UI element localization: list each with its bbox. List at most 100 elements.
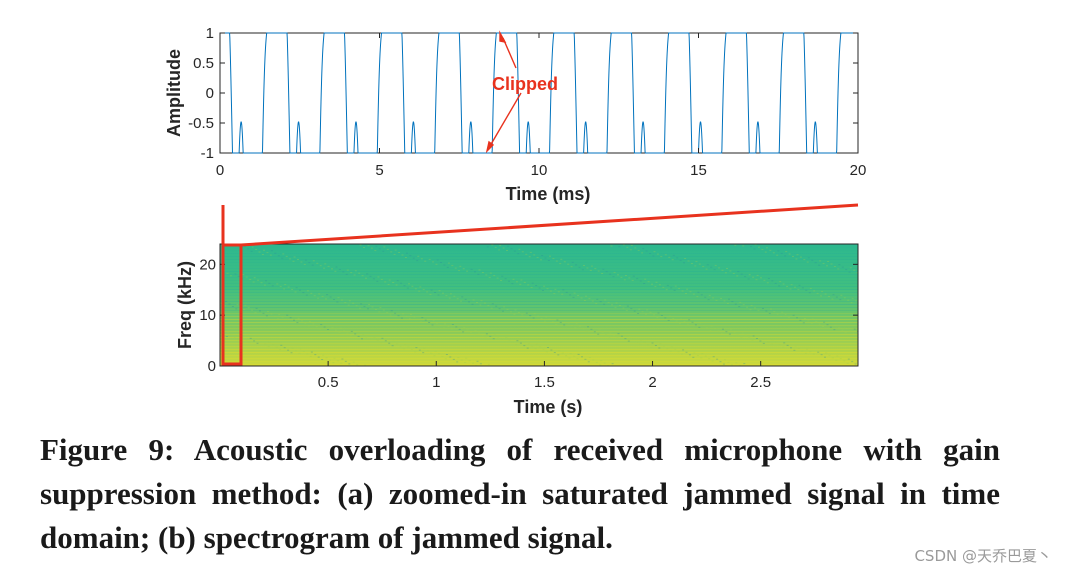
spectrogram-band xyxy=(220,289,858,290)
spectrogram-speckle xyxy=(252,281,255,283)
spectrogram-speckle xyxy=(235,308,238,310)
spectrogram-speckle xyxy=(470,268,473,270)
spectrogram-speckle xyxy=(354,333,357,335)
spectrogram-speckle xyxy=(742,245,745,247)
spectrogram-speckle xyxy=(669,350,672,352)
spectrogram-speckle xyxy=(259,310,261,312)
spectrogram-band xyxy=(220,316,858,317)
spectrogram-speckle xyxy=(280,344,283,346)
spectrogram-speckle xyxy=(451,324,454,325)
spectrogram-speckle xyxy=(583,300,586,301)
spectrogram-speckle xyxy=(451,265,454,267)
spectrogram-speckle xyxy=(261,341,263,342)
spectrogram-speckle xyxy=(811,259,814,261)
spectrogram-speckle xyxy=(468,360,471,362)
spectrogram-speckle xyxy=(764,251,767,253)
spectrogram-speckle xyxy=(434,292,437,293)
spectrogram-speckle xyxy=(705,268,708,270)
spectrogram-speckle xyxy=(320,324,323,326)
spectrogram-speckle xyxy=(570,266,573,268)
spectrogram-speckle xyxy=(646,309,649,311)
spectrogram-speckle xyxy=(410,349,413,350)
spectrogram-speckle xyxy=(374,250,377,252)
spectrogram-speckle xyxy=(656,253,659,255)
spectrogram-speckle xyxy=(603,362,606,364)
spectrogram-speckle xyxy=(267,311,269,312)
spectrogram-speckle xyxy=(569,294,572,296)
spectrogram-speckle xyxy=(253,277,256,279)
spectrogram-speckle xyxy=(770,343,773,345)
spectrogram-speckle xyxy=(660,315,663,316)
spectrogram-speckle xyxy=(639,280,642,282)
spectrogram-speckle xyxy=(755,279,758,281)
spectrogram-speckle xyxy=(517,253,520,255)
spectrogram-speckle xyxy=(733,331,736,333)
spectrogram-speckle xyxy=(508,339,511,341)
spectrogram-speckle xyxy=(782,283,785,285)
spectrogram-speckle xyxy=(549,255,551,257)
spectrogram-speckle xyxy=(336,360,339,362)
spectrogram-speckle xyxy=(655,281,658,283)
spectrogram-speckle xyxy=(433,355,436,357)
spectrogram-band xyxy=(220,292,858,293)
spectrogram-speckle xyxy=(286,314,289,316)
waveform-y-tick-label: 0 xyxy=(206,85,214,102)
spectrogram-speckle xyxy=(327,329,329,330)
spectrogram-speckle xyxy=(462,331,465,333)
spectrogram-speckle xyxy=(685,351,688,353)
spectrogram-speckle xyxy=(604,299,607,301)
spectrogram-speckle xyxy=(601,273,604,274)
spectrogram-speckle xyxy=(688,354,691,356)
spectrogram-speckle xyxy=(754,244,757,246)
spectrogram-speckle xyxy=(676,257,679,259)
spectrogram-speckle xyxy=(854,363,857,365)
spectrogram-speckle xyxy=(395,284,398,286)
spectrogram-speckle xyxy=(824,293,827,295)
spectrogram-speckle xyxy=(422,288,425,290)
spectrogram-speckle xyxy=(752,335,755,337)
spectrogram-speckle xyxy=(818,323,821,325)
spectrogram-speckle xyxy=(587,326,589,328)
spectrogram-speckle xyxy=(515,281,518,283)
spectrogram-speckle xyxy=(421,317,424,319)
spectrogram-speckle xyxy=(731,301,734,303)
spectrogram-speckle xyxy=(434,350,437,352)
spectrogram-speckle xyxy=(453,295,456,297)
spectrogram-speckle xyxy=(799,256,802,258)
spectrogram-speckle xyxy=(255,307,258,309)
spectrogram-speckle xyxy=(370,247,373,249)
spectrogram-speckle xyxy=(681,353,683,355)
spectrogram-speckle xyxy=(454,267,457,269)
spectrogram-speckle xyxy=(654,286,657,288)
waveform-axes-box xyxy=(219,32,859,154)
spectrogram-speckle xyxy=(538,287,541,289)
spectrogram-speckle xyxy=(225,301,228,302)
spectrogram-speckle xyxy=(310,351,313,353)
spectrogram-band xyxy=(220,328,858,329)
spectrogram-speckle xyxy=(456,361,459,363)
spectrogram-speckle xyxy=(726,303,729,304)
spectrogram-speckle xyxy=(382,309,385,311)
spectrogram-speckle xyxy=(664,317,667,319)
spectrogram-speckle xyxy=(486,246,489,248)
spectrogram-speckle xyxy=(362,334,365,335)
spectrogram-speckle xyxy=(487,305,490,307)
spectrogram-speckle xyxy=(455,326,458,328)
spectrogram-speckle xyxy=(460,359,463,361)
spectrogram-speckle xyxy=(540,259,542,261)
spectrogram-speckle xyxy=(251,246,254,248)
spectrogram-speckle xyxy=(550,349,553,351)
spectrogram-speckle xyxy=(389,314,392,316)
spectrogram-speckle xyxy=(739,301,742,303)
spectrogram-speckle xyxy=(565,291,568,293)
spectrogram-speckle xyxy=(426,350,429,352)
spectrogram-speckle xyxy=(308,262,311,264)
spectrogram-speckle xyxy=(706,264,709,266)
spectrogram-speckle xyxy=(447,262,450,264)
spectrogram-speckle xyxy=(852,332,855,334)
spectrogram-speckle xyxy=(430,289,433,291)
spectrogram-speckle xyxy=(797,348,800,349)
spectrogram-speckle xyxy=(339,327,342,329)
spectrogram-speckle xyxy=(845,327,848,329)
spectrogram-speckle xyxy=(331,268,333,270)
